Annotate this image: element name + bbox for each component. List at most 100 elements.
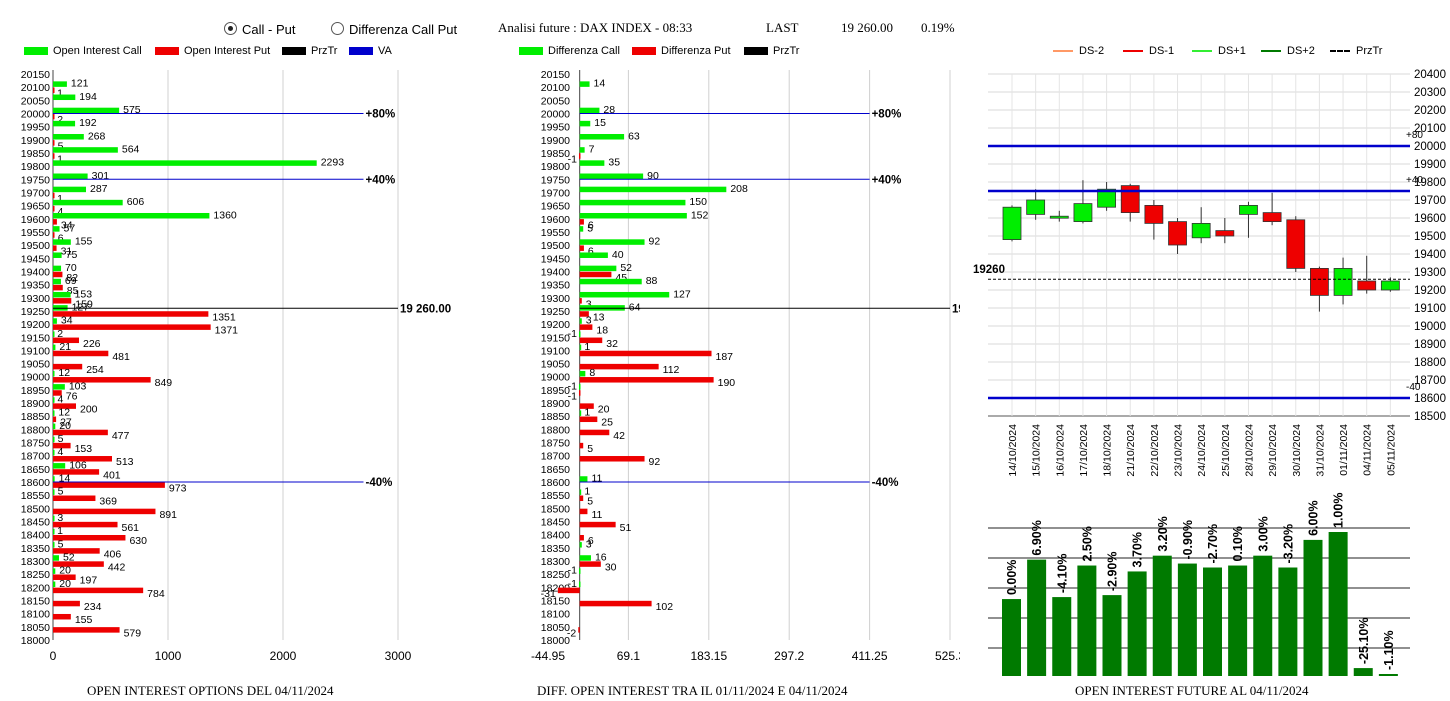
put-value-label: 200 bbox=[80, 404, 98, 416]
put-value-label: 92 bbox=[649, 456, 661, 468]
va-level-label: +40% bbox=[366, 174, 396, 186]
put-value-label: 1 bbox=[57, 88, 63, 100]
candle-down bbox=[1310, 267, 1329, 296]
strike-label: 18800 bbox=[541, 424, 570, 436]
call-value-label: 15 bbox=[594, 117, 606, 129]
put-value-label: 630 bbox=[129, 535, 147, 547]
put-bar bbox=[53, 232, 55, 238]
put-value-label: 6 bbox=[58, 232, 64, 244]
put-bar bbox=[53, 140, 55, 146]
candle-down bbox=[1144, 204, 1164, 224]
candle-up bbox=[1333, 267, 1353, 296]
put-bar bbox=[53, 113, 55, 120]
oi-change-label: 0.00% bbox=[1005, 560, 1019, 595]
x-date-label: 15/10/2024 bbox=[1031, 424, 1043, 477]
call-value-label: 21 bbox=[59, 341, 71, 353]
call-bar bbox=[53, 476, 55, 482]
call-value-label: 121 bbox=[71, 78, 89, 90]
radio-unselected-icon[interactable] bbox=[331, 22, 344, 35]
call-bar bbox=[53, 542, 55, 548]
strike-label: 19900 bbox=[21, 135, 50, 147]
strike-label: 19200 bbox=[541, 319, 570, 331]
radio-diff-call-put[interactable]: Differenza Call Put bbox=[331, 22, 457, 37]
call-bar bbox=[53, 265, 62, 272]
strike-label: 19550 bbox=[21, 227, 50, 239]
strike-label: 18500 bbox=[21, 503, 50, 515]
x-tick-label: 1000 bbox=[155, 649, 182, 663]
put-value-label: 85 bbox=[67, 285, 79, 297]
radio-call-put[interactable]: Call - Put bbox=[224, 22, 295, 37]
put-value-label: -31 bbox=[541, 588, 556, 600]
put-bar bbox=[53, 482, 165, 488]
put-value-label: 13 bbox=[593, 311, 605, 323]
call-bar bbox=[53, 252, 62, 258]
y-tick-label: 19600 bbox=[1414, 213, 1446, 225]
call-bar bbox=[579, 265, 617, 272]
legend-label: PrzTr bbox=[773, 45, 800, 57]
strike-label: 19450 bbox=[21, 253, 50, 265]
call-value-label: 11 bbox=[591, 473, 602, 485]
put-bar bbox=[579, 324, 593, 330]
call-value-label: 287 bbox=[90, 183, 108, 195]
candle-up bbox=[1239, 204, 1258, 215]
call-value-label: 63 bbox=[628, 130, 640, 142]
put-value-label: 369 bbox=[99, 496, 117, 508]
call-value-label: 35 bbox=[608, 157, 620, 169]
put-value-label: 477 bbox=[112, 430, 130, 442]
put-value-label: 442 bbox=[108, 562, 126, 574]
call-bar bbox=[53, 344, 56, 351]
x-date-label: 01/11/2024 bbox=[1338, 424, 1350, 476]
strike-label: 19150 bbox=[541, 332, 570, 344]
strike-label: 19000 bbox=[541, 372, 570, 384]
put-value-label: 82 bbox=[66, 272, 78, 284]
put-bar bbox=[579, 442, 584, 449]
call-bar bbox=[53, 291, 71, 298]
x-date-label: 22/10/2024 bbox=[1149, 424, 1161, 477]
strike-label: 18000 bbox=[541, 635, 570, 647]
call-bar bbox=[579, 186, 727, 193]
put-value-label: 18 bbox=[596, 325, 608, 337]
put-bar bbox=[53, 613, 71, 620]
call-value-label: 2293 bbox=[321, 157, 345, 169]
put-bar bbox=[53, 469, 100, 475]
oi-change-label: -4.10% bbox=[1055, 553, 1069, 593]
put-bar bbox=[578, 153, 581, 159]
y-tick-label: 18500 bbox=[1414, 411, 1446, 423]
x-tick-label: 297.2 bbox=[774, 649, 804, 663]
strike-label: 18100 bbox=[541, 609, 570, 621]
put-value-label: 197 bbox=[80, 575, 98, 587]
strike-label: 19150 bbox=[21, 332, 50, 344]
call-value-label: 12 bbox=[58, 367, 70, 379]
put-bar bbox=[53, 627, 120, 633]
oi-future-bar bbox=[1253, 555, 1273, 676]
oi-change-label: -2.70% bbox=[1206, 524, 1220, 564]
call-bar bbox=[579, 212, 687, 219]
put-value-label: 42 bbox=[613, 430, 625, 442]
call-bar bbox=[53, 134, 84, 140]
put-value-label: 25 bbox=[601, 417, 613, 429]
call-bar bbox=[579, 410, 582, 416]
call-bar bbox=[53, 147, 118, 153]
oi-future-bar bbox=[1077, 565, 1097, 676]
put-bar bbox=[53, 495, 96, 502]
candle-up bbox=[1002, 206, 1022, 240]
call-bar bbox=[53, 581, 56, 588]
last-value: 19 260.00 bbox=[841, 20, 893, 35]
put-value-label: 234 bbox=[84, 601, 102, 613]
call-bar bbox=[53, 318, 57, 324]
call-value-label: 1 bbox=[584, 486, 590, 498]
put-value-label: 561 bbox=[122, 522, 140, 534]
candle-up bbox=[1380, 280, 1400, 291]
radio-selected-icon[interactable] bbox=[224, 22, 237, 35]
put-bar bbox=[579, 403, 594, 409]
call-bar bbox=[578, 568, 581, 574]
call-bar bbox=[579, 278, 642, 285]
put-bar bbox=[557, 587, 580, 594]
oi-change-label: -25.10% bbox=[1357, 618, 1371, 665]
call-value-label: 57 bbox=[64, 222, 76, 234]
call-value-label: 52 bbox=[63, 552, 75, 564]
call-value-label: 20 bbox=[59, 565, 71, 577]
call-bar bbox=[579, 489, 582, 495]
oi-future-bar bbox=[1002, 599, 1021, 676]
call-value-label: 5 bbox=[58, 486, 64, 498]
